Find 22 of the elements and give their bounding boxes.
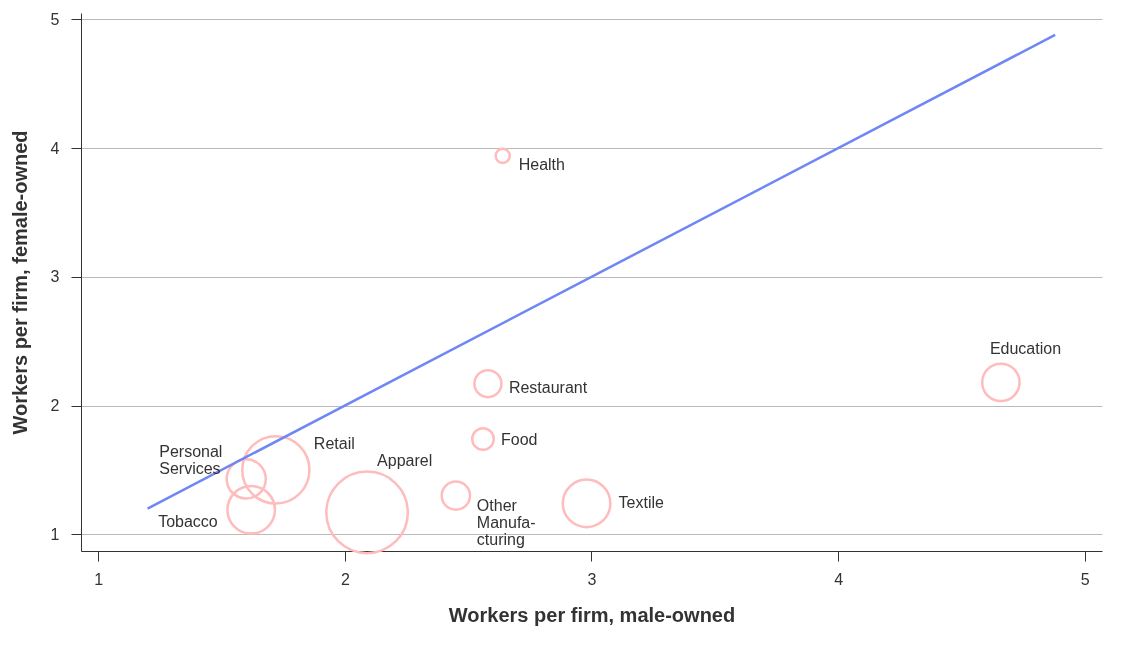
annotation: Health	[518, 155, 565, 173]
y-tick-label: 1	[50, 525, 60, 543]
x-tick-label: 3	[587, 570, 597, 588]
annotation: Tobacco	[158, 512, 218, 530]
annotation: Retail	[313, 434, 355, 452]
x-tick-label: 4	[834, 570, 844, 588]
annotation: Textile	[618, 494, 665, 512]
annotation: Personal Services	[159, 442, 223, 477]
x-tick-label: 1	[94, 570, 104, 588]
y-tick-label: 4	[50, 139, 60, 157]
y-tick-label: 2	[50, 397, 60, 415]
annotation: Other Manufa- cturing	[476, 496, 536, 548]
annotation: Restaurant	[508, 378, 588, 396]
annotation: Food	[500, 431, 538, 449]
x-axis-title: Workers per firm, male-owned	[448, 603, 736, 626]
annotation: Education	[989, 340, 1062, 358]
annotation: Apparel	[377, 452, 433, 470]
y-axis-title: Workers per firm, female-owned	[8, 130, 31, 435]
x-tick-label: 5	[1080, 570, 1090, 588]
x-tick-label: 2	[340, 570, 350, 588]
y-tick-label: 3	[50, 268, 60, 286]
y-tick-label: 5	[50, 10, 60, 28]
